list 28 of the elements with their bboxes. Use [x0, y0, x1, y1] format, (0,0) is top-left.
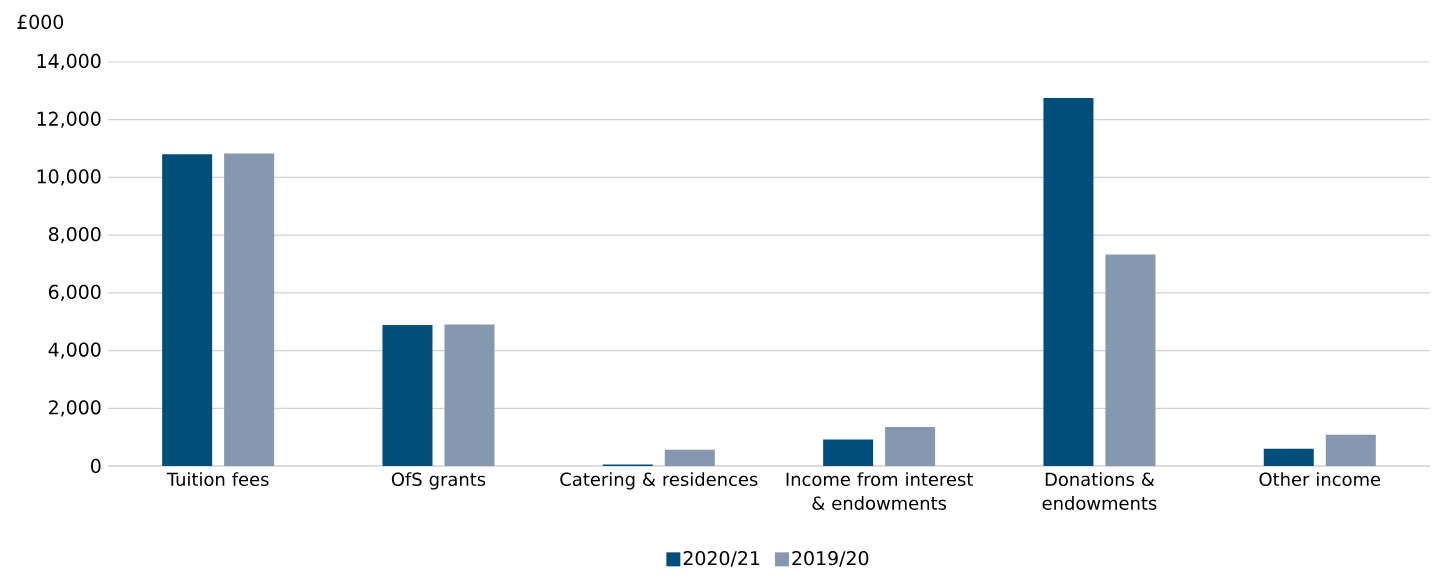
y-tick-label: 12,000 [37, 111, 101, 128]
x-tick-label: Tuition fees [166, 472, 269, 487]
bar [885, 427, 936, 466]
y-tick-label: 6,000 [48, 284, 101, 301]
y-tick-label: 14,000 [37, 53, 101, 71]
y-tick-label: 8,000 [48, 227, 101, 244]
y-tick-label: 0 [91, 458, 101, 474]
y-tick-label: 2,000 [49, 400, 101, 417]
legend-label: 2020/21 [683, 550, 760, 567]
x-tick-label: Catering & residences [560, 472, 758, 490]
bar [444, 324, 495, 466]
bar [224, 153, 275, 466]
x-tick-label: OfS grants [391, 472, 486, 490]
y-tick-label: 4,000 [48, 342, 101, 359]
legend-label: 2019/20 [792, 550, 869, 567]
bar [1043, 98, 1094, 466]
x-tick-label: Other income [1259, 472, 1381, 487]
bar [382, 324, 433, 466]
x-tick-label: Donations & endowments [1042, 472, 1157, 510]
y-axis-title: £000 [17, 14, 64, 30]
x-tick-label: Income from interest & endowments [786, 472, 973, 510]
bar [823, 439, 874, 466]
bar [664, 449, 715, 466]
y-tick-label: 10,000 [37, 169, 101, 186]
bar [1263, 448, 1314, 466]
bar [162, 154, 213, 466]
bar [1105, 254, 1156, 466]
bar [1325, 434, 1376, 466]
